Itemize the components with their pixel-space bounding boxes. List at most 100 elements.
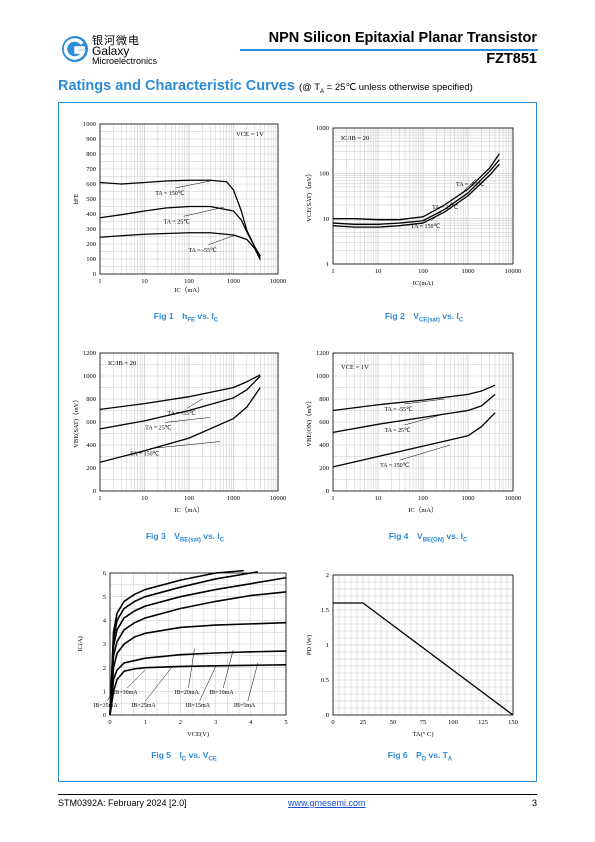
- y-tick-label: 0: [326, 488, 329, 495]
- series-label: IB=5mA: [234, 703, 256, 709]
- gridlines: [99, 352, 279, 492]
- x-tick-label: 3: [214, 719, 217, 726]
- galaxy-logo-icon: [62, 36, 88, 62]
- y-tick-label: 1000: [83, 373, 96, 380]
- y-tick-label: 300: [86, 226, 96, 233]
- series-line-ta-25-: [99, 375, 261, 430]
- footer-page-number: 3: [531, 798, 537, 808]
- series-line-ib-30ma: [109, 571, 258, 716]
- series-line-ta-25-: [99, 205, 261, 257]
- x-tick-label: 25: [360, 719, 367, 726]
- y-tick-label: 4: [103, 618, 107, 625]
- series-label: TA = 25℃: [164, 219, 191, 225]
- y-tick-label: 800: [86, 151, 96, 158]
- series-label: TA = 150℃: [130, 452, 160, 458]
- y-tick-label: 1000: [83, 121, 96, 128]
- chart-vbeon-vs-ic: 1 10 100 1000 10000 0 200 400 600 800 1000 1200 IC（m…: [305, 350, 521, 514]
- x-axis-label: VCE(V): [187, 731, 209, 738]
- label-leader: [175, 180, 211, 189]
- x-tick-label: 1000: [227, 495, 240, 502]
- x-axis-label: TA(° C): [412, 731, 433, 738]
- series-line-ib-5ma: [109, 664, 287, 716]
- series-line-ib-25ma: [109, 576, 287, 716]
- series-label: IB=35mA: [93, 703, 118, 709]
- plot-area-border: [99, 352, 279, 492]
- x-tick-label: 10: [375, 495, 382, 502]
- y-tick-label: 500: [86, 196, 96, 203]
- y-tick-label: 1: [103, 689, 106, 696]
- x-tick-label: 100: [448, 719, 458, 726]
- series-label: IB=20mA: [174, 690, 199, 696]
- series-label: TA = 25℃: [384, 428, 411, 434]
- label-leader: [247, 662, 259, 702]
- x-tick-label: 1: [331, 495, 334, 502]
- x-tick-label: 50: [390, 719, 397, 726]
- x-tick-label: 100: [418, 495, 428, 502]
- part-number: FZT851: [486, 51, 537, 67]
- label-leader: [187, 398, 203, 409]
- label-leader: [107, 686, 116, 702]
- logo-chinese-name: 银河微电: [92, 34, 140, 47]
- plot-area-border: [109, 572, 287, 716]
- label-leader: [183, 207, 224, 217]
- condition-label: VCE = 1V: [236, 131, 264, 138]
- x-tick-label: 10: [141, 495, 148, 502]
- x-axis-label: IC（mA）: [174, 286, 203, 294]
- series-label: TA = 150℃: [380, 463, 410, 469]
- chart-pd-vs-ta: 0 25 50 75 100 125 150 0 0.5 1 1.5 2 TA(° C) PD (W): [306, 572, 518, 738]
- label-leader: [449, 201, 453, 206]
- y-tick-label: 100: [86, 256, 96, 263]
- series-label: IB=30mA: [113, 690, 138, 696]
- series-label: TA = -55℃: [167, 411, 196, 417]
- label-leader: [150, 441, 221, 449]
- x-tick-label: 75: [420, 719, 427, 726]
- label-leader: [199, 666, 216, 702]
- series-line-ta-25-: [332, 159, 500, 225]
- y-tick-label: 0.5: [321, 677, 329, 684]
- chart-vcesat-vs-ic: 1 10 100 1000 10000 1 10 100 1000 IC(mA) VCE(SAT)（…: [305, 125, 521, 287]
- series-label: TA = 150℃: [155, 191, 185, 197]
- y-tick-label: 0: [93, 488, 96, 495]
- plot-area-border: [332, 352, 514, 492]
- gridlines: [332, 574, 514, 716]
- y-tick-label: 1: [326, 642, 329, 649]
- x-tick-label: 2: [179, 719, 182, 726]
- plot-area-border: [99, 123, 279, 275]
- y-tick-label: 800: [319, 396, 329, 403]
- logo-english-name: Galaxy: [92, 44, 130, 58]
- y-tick-label: 200: [86, 465, 96, 472]
- plot-area-border: [332, 127, 514, 265]
- label-leader: [145, 665, 174, 702]
- x-tick-label: 0: [108, 719, 111, 726]
- footer-website-link[interactable]: www.gmesemi.com: [288, 798, 366, 808]
- caption-fig5: Fig 5 IC vs. VCE: [151, 750, 217, 763]
- y-tick-label: 400: [86, 442, 96, 449]
- y-tick-label: 900: [86, 136, 96, 143]
- series-label: IB=15mA: [186, 703, 211, 709]
- series-label: IB=10mA: [209, 690, 234, 696]
- plot-area-border: [332, 574, 514, 716]
- series-line-ib-10ma: [109, 650, 287, 716]
- series-label: TA = 25℃: [432, 205, 459, 211]
- x-tick-label: 1000: [227, 278, 240, 285]
- y-tick-label: 1200: [83, 350, 96, 357]
- gridlines: [332, 127, 514, 265]
- y-tick-label: 0: [93, 271, 96, 278]
- series-line-ta-55-: [99, 232, 261, 261]
- y-tick-label: 700: [86, 166, 96, 173]
- label-leader: [460, 178, 477, 195]
- x-tick-label: 100: [184, 278, 194, 285]
- title-divider: [240, 49, 538, 51]
- series-line-ta-150-: [99, 387, 261, 463]
- series-line-ta-55-: [333, 153, 500, 221]
- label-leader: [400, 444, 451, 461]
- y-axis-label: VCE(SAT)（mV）: [305, 170, 313, 222]
- series-label: TA = -55℃: [456, 182, 485, 188]
- charts-frame: [58, 102, 537, 782]
- y-tick-label: 6: [103, 570, 107, 577]
- x-tick-label: 1: [144, 719, 147, 726]
- series-line-ib-35ma: [109, 569, 244, 716]
- label-leader: [188, 648, 195, 689]
- chart-ic-vs-vce: 0 1 2 3 4 5 0 1 2 3 4 5 6 VCE(V) IC(A) IB=35mA IB=30mA IB…: [77, 569, 288, 738]
- series-label: TA = 25℃: [145, 425, 172, 431]
